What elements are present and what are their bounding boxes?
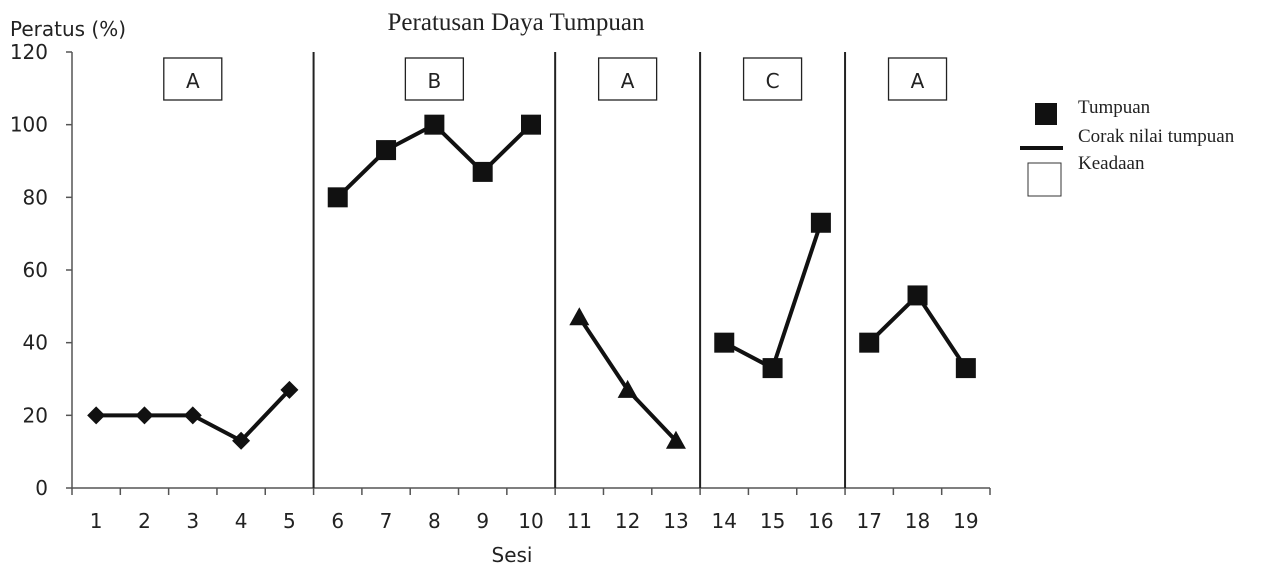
x-tick-label: 7 [380, 509, 393, 533]
data-point [714, 332, 735, 353]
data-point [376, 140, 397, 161]
data-point [327, 187, 348, 208]
phase-label-box [597, 57, 658, 101]
legend: Tumpuan Corak nilai tumpuan Keadaan [1020, 97, 1235, 197]
phase-label-box [742, 57, 803, 101]
series-line [577, 316, 678, 443]
y-tick-label: 20 [23, 403, 48, 427]
x-tick-label: 13 [663, 509, 688, 533]
phase-label: A [621, 69, 635, 93]
x-tick-label: 5 [283, 509, 296, 533]
phase-label: C [766, 69, 780, 93]
data-point [521, 114, 541, 135]
y-tick-label: 60 [23, 258, 48, 282]
legend-label-corak: Corak nilai tumpuan [1078, 126, 1235, 147]
phase-label-box [163, 57, 223, 101]
series-line [336, 122, 533, 199]
phase-label-box [887, 57, 948, 101]
data-point [87, 406, 106, 425]
legend-label-tumpuan: Tumpuan [1078, 97, 1151, 118]
y-tick-label: 120 [10, 40, 48, 64]
x-tick-label: 4 [235, 509, 248, 533]
series-line [723, 222, 823, 371]
phase-label: B [428, 69, 442, 93]
y-axis-label: Peratus (%) [10, 17, 126, 41]
phase-label: A [186, 69, 200, 93]
y-tick-label: 80 [23, 185, 48, 209]
x-axis-label: Sesi [492, 543, 533, 567]
legend-marker-square [1035, 103, 1057, 125]
x-tick-label: 18 [905, 509, 930, 533]
x-tick-label: 16 [808, 509, 833, 533]
x-tick-label: 17 [856, 509, 881, 533]
x-tick-label: 19 [953, 509, 978, 533]
data-point [280, 380, 299, 399]
data-point [859, 332, 880, 353]
x-tick-label: 9 [476, 509, 489, 533]
x-tick-label: 15 [760, 509, 785, 533]
x-tick-label: 6 [331, 509, 344, 533]
series-line [867, 293, 968, 370]
y-tick-label: 100 [10, 113, 48, 137]
legend-box-sample [1027, 162, 1062, 197]
data-point [762, 358, 783, 379]
chart-title: Peratusan Daya Tumpuan [388, 9, 645, 36]
data-point [665, 430, 686, 449]
legend-label-keadaan: Keadaan [1078, 153, 1145, 174]
y-tick-label: 0 [35, 476, 48, 500]
x-tick-label: 11 [567, 509, 592, 533]
x-tick-label: 14 [712, 509, 737, 533]
x-tick-label: 8 [428, 509, 441, 533]
y-tick-label: 40 [23, 331, 48, 355]
phase-label-box [404, 57, 465, 101]
data-point [232, 431, 251, 450]
x-tick-label: 10 [518, 509, 543, 533]
x-tick-label: 3 [186, 509, 199, 533]
x-tick-label: 2 [138, 509, 151, 533]
data-point [135, 406, 154, 425]
data-point [810, 212, 831, 233]
data-point [183, 406, 202, 425]
data-point [472, 161, 493, 182]
data-point [955, 358, 976, 379]
x-tick-label: 12 [615, 509, 640, 533]
data-point [569, 307, 590, 326]
data-point [424, 114, 445, 135]
data-point [617, 379, 638, 398]
phase-label: A [911, 69, 925, 93]
data-point [907, 285, 928, 306]
x-tick-label: 1 [90, 509, 103, 533]
